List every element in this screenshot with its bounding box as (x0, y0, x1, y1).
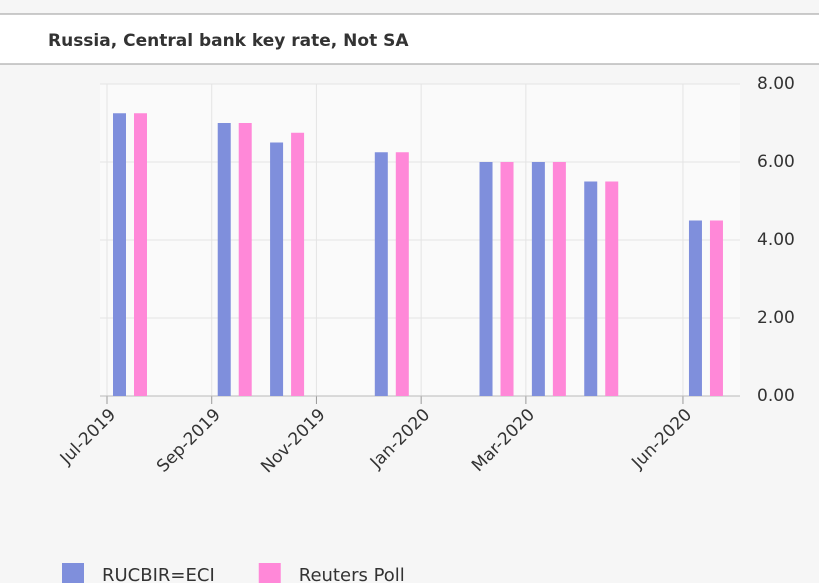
chart-title: Russia, Central bank key rate, Not SA (48, 31, 409, 51)
y-tick-label: 4.00 (757, 230, 795, 250)
bar (479, 162, 493, 396)
y-tick-label: 6.00 (757, 152, 795, 172)
legend-label: RUCBIR=ECI (102, 565, 215, 583)
bar (113, 113, 126, 396)
bar (395, 152, 409, 396)
y-tick-label: 2.00 (757, 308, 795, 328)
bar (709, 220, 723, 396)
bar (270, 142, 284, 396)
y-tick-label: 0.00 (757, 386, 795, 406)
legend-swatch (62, 563, 84, 583)
bar (291, 132, 305, 396)
bar (605, 181, 619, 396)
bar (531, 162, 545, 396)
bar (552, 162, 566, 396)
y-tick-label: 8.00 (757, 74, 795, 94)
bar (584, 181, 598, 396)
header (0, 14, 819, 64)
bar (688, 220, 702, 396)
legend-swatch (258, 563, 281, 583)
legend-label: Reuters Poll (299, 565, 405, 583)
bar (134, 113, 147, 396)
bar (238, 123, 252, 396)
bar (217, 123, 231, 396)
bar (500, 162, 514, 396)
bar (374, 152, 388, 396)
